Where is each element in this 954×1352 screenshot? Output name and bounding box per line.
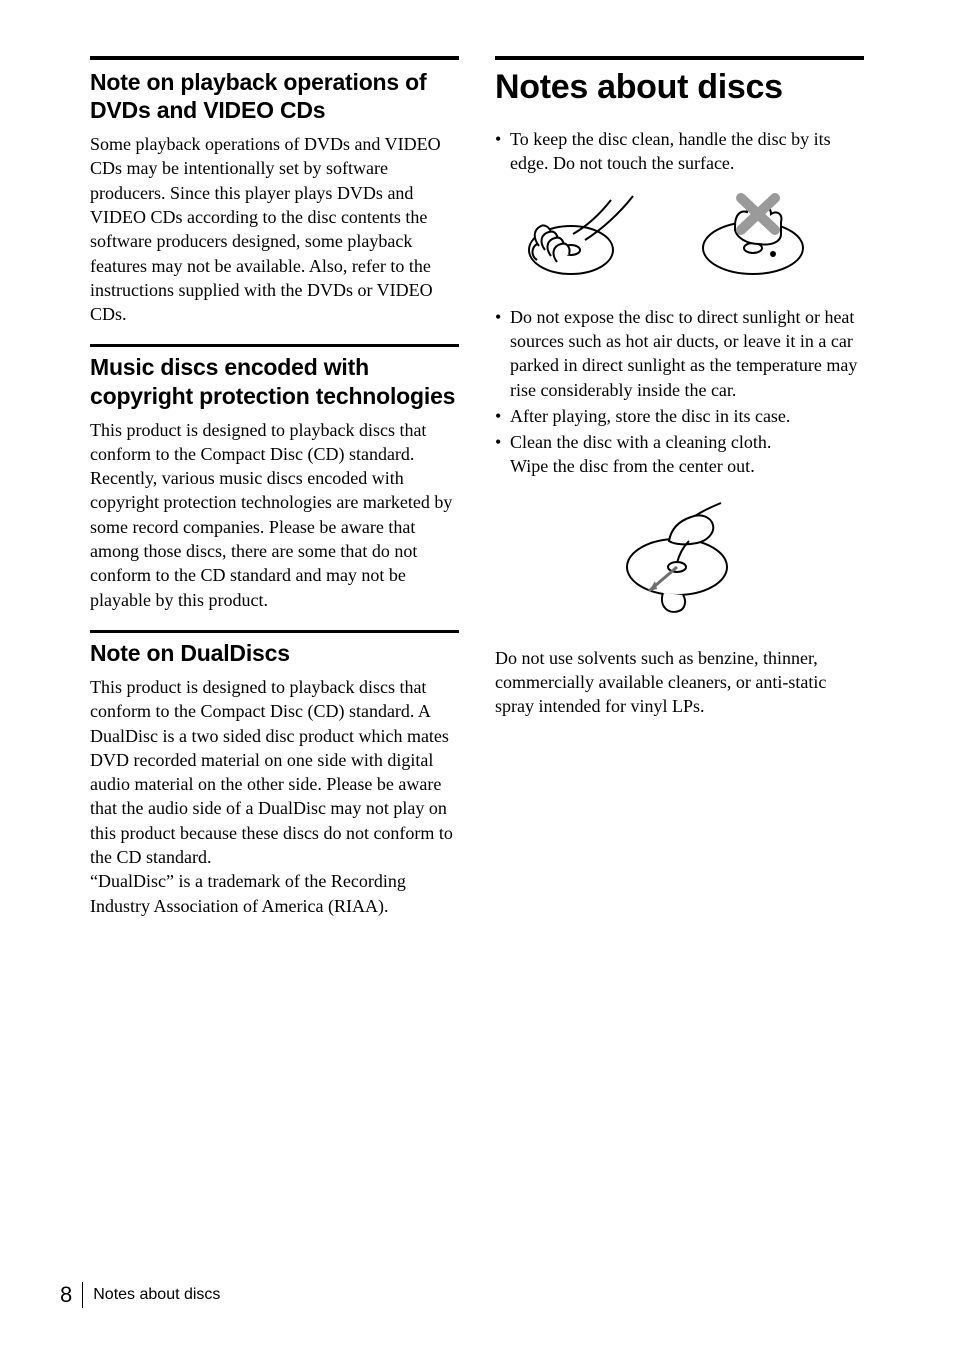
illustration-row-handling xyxy=(515,190,864,287)
two-column-layout: Note on playback operations of DVDs and … xyxy=(90,56,864,918)
section-rule xyxy=(90,630,459,633)
disc-handle-edge-icon xyxy=(515,190,655,287)
page-number: 8 xyxy=(60,1282,82,1308)
body-solvents-warning: Do not use solvents such as benzine, thi… xyxy=(495,646,864,719)
disc-wipe-center-out-icon xyxy=(605,493,755,628)
heading-playback-note: Note on playback operations of DVDs and … xyxy=(90,68,459,124)
heading-dualdiscs: Note on DualDiscs xyxy=(90,639,459,667)
footer-divider xyxy=(82,1282,83,1308)
list-item: After playing, store the disc in its cas… xyxy=(495,404,864,428)
heading-notes-about-discs: Notes about discs xyxy=(495,68,864,107)
footer-section-label: Notes about discs xyxy=(93,1286,220,1304)
body-copy-protection: This product is designed to playback dis… xyxy=(90,418,459,612)
section-rule xyxy=(90,56,459,60)
bullet-list-care: Do not expose the disc to direct sunligh… xyxy=(495,305,864,479)
illustration-wipe xyxy=(495,493,864,628)
disc-touch-surface-bad-icon xyxy=(681,190,821,287)
right-column: Notes about discs To keep the disc clean… xyxy=(495,56,864,918)
heading-copy-protection: Music discs encoded with copyright prote… xyxy=(90,353,459,409)
list-item: Do not expose the disc to direct sunligh… xyxy=(495,305,864,402)
section-rule xyxy=(90,344,459,347)
left-column: Note on playback operations of DVDs and … xyxy=(90,56,459,918)
page-footer: 8 Notes about discs xyxy=(60,1282,220,1308)
body-dualdiscs: This product is designed to playback dis… xyxy=(90,675,459,918)
list-item: Clean the disc with a cleaning cloth. Wi… xyxy=(495,430,864,479)
section-rule xyxy=(495,56,864,60)
bullet-list-handling: To keep the disc clean, handle the disc … xyxy=(495,127,864,176)
list-item: To keep the disc clean, handle the disc … xyxy=(495,127,864,176)
body-playback-note: Some playback operations of DVDs and VID… xyxy=(90,132,459,326)
